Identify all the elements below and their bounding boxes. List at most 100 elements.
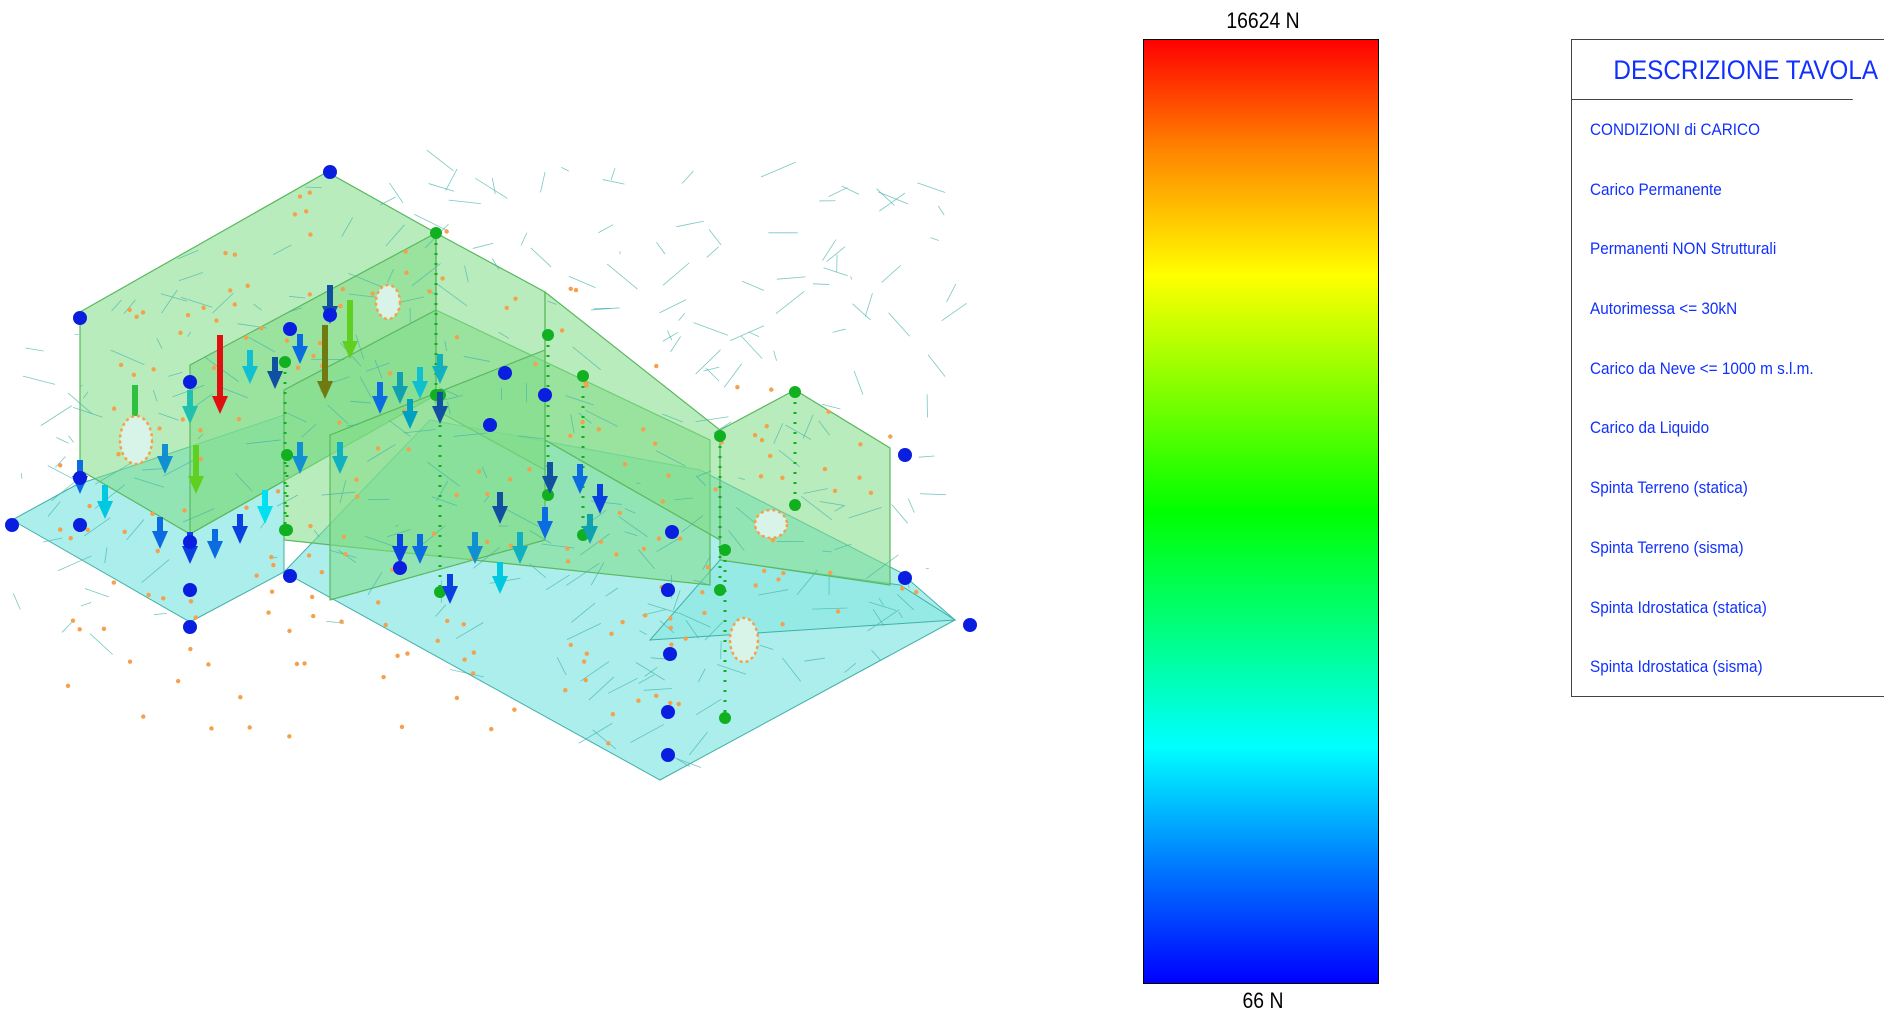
- constraint-node: [323, 165, 337, 179]
- mesh-edge: [67, 392, 93, 415]
- mesh-node: [596, 427, 601, 432]
- mesh-node: [122, 529, 127, 534]
- load-arrow-head: [392, 386, 408, 404]
- mesh-node: [868, 490, 874, 496]
- mesh-edge: [367, 444, 396, 462]
- mesh-node: [826, 409, 831, 414]
- mesh-edge: [84, 588, 109, 598]
- mesh-edge: [656, 242, 666, 255]
- mesh-edge: [638, 549, 655, 570]
- mesh-node: [617, 510, 623, 516]
- mesh-node: [308, 523, 313, 529]
- mesh-edge: [796, 569, 818, 595]
- load-arrow-head: [492, 506, 508, 524]
- mesh-node: [340, 286, 346, 292]
- mesh-node: [636, 698, 641, 703]
- mesh-node: [470, 671, 476, 676]
- mesh-node: [383, 622, 388, 628]
- load-arrow-head: [467, 546, 483, 564]
- mesh-edge: [546, 574, 570, 591]
- mesh-node: [565, 559, 571, 564]
- load-arrow-head: [212, 396, 228, 414]
- mesh-node: [354, 477, 359, 482]
- mesh-edge: [348, 293, 377, 298]
- legend-item: Spinta Idrostatica (statica): [1590, 597, 1767, 617]
- mesh-edge: [881, 265, 901, 283]
- mesh-edge: [156, 338, 163, 349]
- mesh-edge: [570, 413, 575, 434]
- mesh-node: [622, 461, 628, 467]
- mesh-node: [141, 714, 146, 719]
- mesh-node: [188, 646, 193, 652]
- mesh-node: [206, 662, 211, 667]
- load-arrow-head: [97, 501, 113, 519]
- mesh-node: [370, 291, 375, 296]
- mesh-edge: [850, 276, 853, 280]
- mesh-node: [259, 326, 264, 331]
- mesh-edge: [464, 265, 469, 283]
- mesh-edge: [337, 549, 357, 563]
- mesh-node: [337, 420, 342, 425]
- mesh-edge: [662, 413, 683, 423]
- mesh-node: [236, 417, 242, 422]
- mesh-node: [580, 419, 585, 425]
- mesh-node: [306, 553, 312, 558]
- mesh-node: [781, 570, 786, 576]
- mesh-node: [752, 432, 758, 438]
- mesh-edge: [681, 170, 694, 184]
- mesh-edge: [161, 289, 178, 314]
- mesh-node: [858, 442, 863, 447]
- mesh-edge: [339, 480, 347, 504]
- wall-opening: [728, 616, 760, 664]
- mesh-edge: [676, 220, 704, 228]
- constraint-node: [898, 448, 912, 462]
- mesh-edge: [898, 611, 903, 619]
- mesh-edge: [475, 177, 508, 199]
- mesh-edge: [717, 664, 747, 675]
- mesh-node: [201, 305, 206, 310]
- mesh-node: [700, 590, 705, 595]
- constraint-node: [183, 620, 197, 634]
- mesh-edge: [606, 263, 638, 290]
- mesh-node: [198, 428, 203, 433]
- mesh-edge: [624, 508, 636, 514]
- mesh-edge: [927, 354, 946, 377]
- mesh-edge: [530, 247, 552, 268]
- mesh-edge: [449, 669, 484, 678]
- load-arrow-head: [292, 346, 308, 364]
- mesh-edge: [355, 334, 365, 360]
- mesh-edge: [590, 562, 605, 586]
- mesh-node: [341, 534, 347, 540]
- constraint-node: [663, 647, 677, 661]
- mesh-edge: [879, 192, 906, 212]
- constraint-node: [898, 571, 912, 585]
- mesh-edge: [40, 405, 72, 426]
- mesh-edge: [89, 633, 113, 655]
- mesh-node: [660, 499, 666, 504]
- mesh-edge: [436, 480, 449, 502]
- mesh-node: [568, 642, 573, 648]
- mesh-edge: [578, 722, 613, 744]
- mesh-node: [431, 531, 437, 536]
- mesh-edge: [896, 593, 915, 611]
- mesh-edge: [42, 537, 63, 543]
- mesh-node: [140, 310, 146, 315]
- mesh-edge: [387, 268, 395, 283]
- column-node: [281, 449, 293, 461]
- mesh-edge: [704, 622, 723, 641]
- mesh-edge: [547, 300, 557, 305]
- mesh-node: [666, 473, 671, 478]
- constraint-nodes: [5, 165, 977, 762]
- mesh-node: [146, 592, 151, 598]
- mesh-edge: [182, 508, 215, 523]
- mesh-edge: [610, 168, 616, 181]
- mesh-node: [512, 707, 517, 712]
- legend-list: CONDIZIONI di CARICO Carico Permanente P…: [1572, 100, 1884, 697]
- load-arrow-head: [182, 406, 198, 424]
- mesh-node: [338, 303, 343, 309]
- mesh-edge: [22, 375, 56, 385]
- mesh-node: [58, 463, 63, 468]
- mesh-edge: [693, 322, 728, 336]
- mesh-node: [339, 619, 344, 624]
- mesh-node: [151, 367, 156, 372]
